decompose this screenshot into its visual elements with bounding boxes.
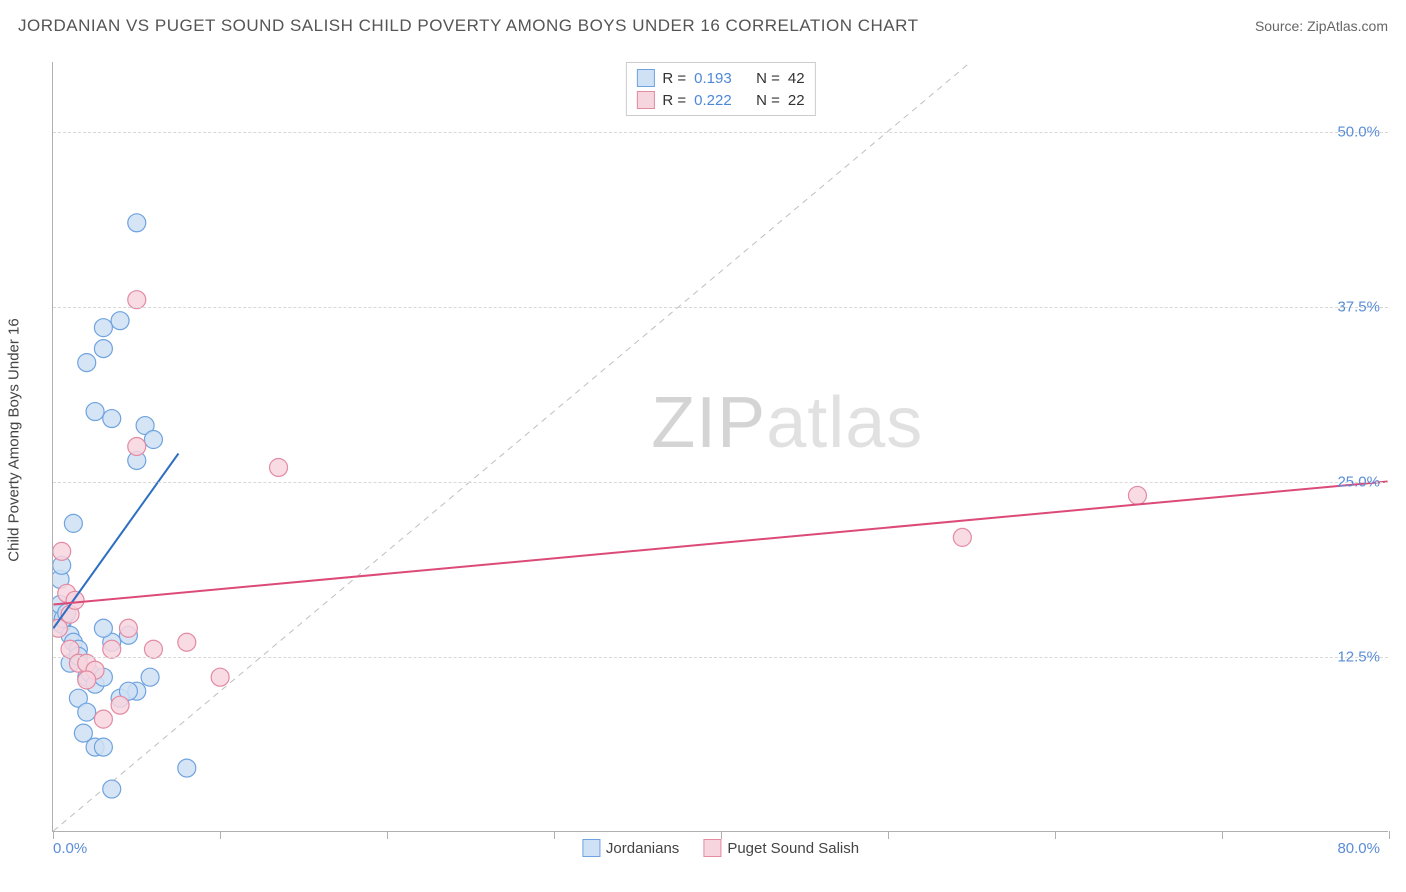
chart-title: JORDANIAN VS PUGET SOUND SALISH CHILD PO… [18, 16, 919, 36]
n-label: N = [756, 92, 780, 109]
r-label: R = [662, 70, 686, 87]
x-tick [1055, 831, 1056, 839]
legend-swatch [703, 839, 721, 857]
x-tick [1222, 831, 1223, 839]
y-tick-label: 37.5% [1337, 299, 1380, 316]
legend-bottom: Jordanians Puget Sound Salish [582, 839, 859, 857]
x-tick [220, 831, 221, 839]
legend-swatch [582, 839, 600, 857]
x-tick [888, 831, 889, 839]
x-tick [387, 831, 388, 839]
gridline [53, 482, 1388, 483]
n-label: N = [756, 70, 780, 87]
r-value: 0.222 [694, 92, 748, 109]
watermark: ZIPatlas [651, 382, 923, 464]
x-axis-max-label: 80.0% [1337, 840, 1380, 857]
x-tick [53, 831, 54, 839]
legend-label: Jordanians [606, 840, 679, 857]
scatter-plot: ZIPatlas R =0.193N =42R =0.222N =22 0.0%… [52, 62, 1388, 832]
y-tick-label: 12.5% [1337, 649, 1380, 666]
r-label: R = [662, 92, 686, 109]
legend-item: Puget Sound Salish [703, 839, 859, 857]
series-swatch [636, 91, 654, 109]
n-value: 42 [788, 70, 805, 87]
gridline [53, 657, 1388, 658]
r-value: 0.193 [694, 70, 748, 87]
correlation-box: R = 0.193 N = 42 R = 0.222 N = 22 [625, 62, 815, 116]
n-value: 22 [788, 92, 805, 109]
y-tick-label: 50.0% [1337, 124, 1380, 141]
plot-svg [53, 62, 1388, 831]
chart-header: JORDANIAN VS PUGET SOUND SALISH CHILD PO… [18, 16, 1388, 36]
x-tick [721, 831, 722, 839]
x-axis-min-label: 0.0% [53, 840, 87, 857]
legend-item: Jordanians [582, 839, 679, 857]
gridline [53, 132, 1388, 133]
series-swatch [636, 69, 654, 87]
gridline [53, 307, 1388, 308]
y-axis-title: Child Poverty Among Boys Under 16 [6, 318, 23, 561]
x-tick [554, 831, 555, 839]
correlation-row: R = 0.222 N = 22 [636, 89, 804, 111]
chart-source: Source: ZipAtlas.com [1255, 18, 1388, 34]
y-tick-label: 25.0% [1337, 474, 1380, 491]
legend-label: Puget Sound Salish [727, 840, 859, 857]
correlation-row: R = 0.193 N = 42 [636, 67, 804, 89]
x-tick [1389, 831, 1390, 839]
